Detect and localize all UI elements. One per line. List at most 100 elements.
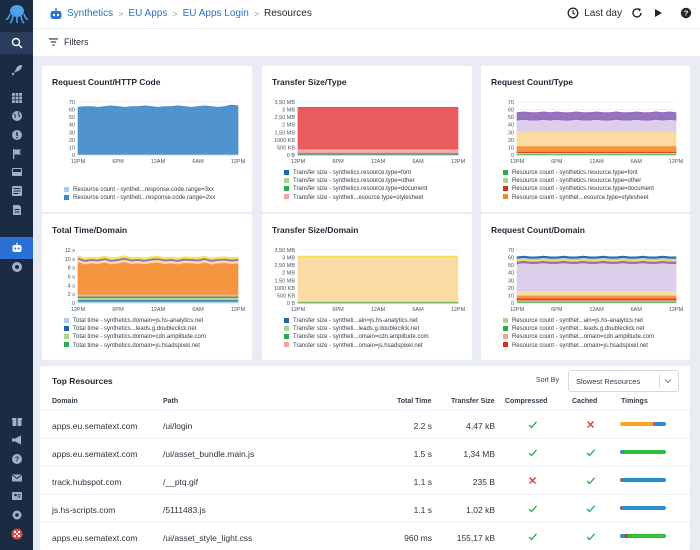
sidebar-item-messages[interactable] xyxy=(0,467,33,489)
area-series[interactable] xyxy=(516,262,677,292)
sidebar-item-team[interactable] xyxy=(0,485,33,507)
legend-item[interactable]: Resource count - synthet...omain=cdn.amp… xyxy=(503,333,654,341)
area-series[interactable] xyxy=(516,290,677,296)
legend-item[interactable]: Resource count - synthet...esource.type=… xyxy=(503,194,654,202)
column-header-transfer-size[interactable]: Transfer Size xyxy=(451,398,495,405)
timing-bar[interactable] xyxy=(620,422,666,426)
area-series[interactable] xyxy=(516,130,677,147)
timing-bar[interactable] xyxy=(620,534,666,538)
area-series[interactable] xyxy=(516,295,677,299)
legend-item[interactable]: Transfer size - synthetics.resource.type… xyxy=(284,177,427,185)
legend-item[interactable]: Transfer size - syntheti...esource.type=… xyxy=(284,194,427,202)
sidebar-item-logs[interactable] xyxy=(0,180,33,202)
cell-path[interactable]: /5111483.js xyxy=(163,505,206,515)
sidebar-item-events[interactable] xyxy=(0,143,33,165)
sidebar-item-onboarding[interactable] xyxy=(0,59,33,81)
area-series[interactable] xyxy=(297,107,459,150)
legend-item[interactable]: Resource count - syntheti...response.cod… xyxy=(64,194,215,202)
legend-item[interactable]: Resource count - synthet...omain=js.hsad… xyxy=(503,342,654,350)
help-icon[interactable]: ? xyxy=(680,7,692,19)
column-header-cached[interactable]: Cached xyxy=(572,398,598,405)
area-series[interactable] xyxy=(516,119,677,132)
cell-path[interactable]: /ui/asset_style_light.css xyxy=(163,533,253,543)
legend-item[interactable]: Resource count - synthet...response.code… xyxy=(64,186,215,194)
area-series[interactable] xyxy=(297,255,459,258)
y-tick-label: 50 xyxy=(508,263,514,269)
table-row[interactable]: apps.eu.sematext.com/ui/asset_style_ligh… xyxy=(40,522,690,550)
area-series[interactable] xyxy=(77,255,239,261)
play-icon[interactable] xyxy=(652,7,664,19)
legend-item[interactable]: Transfer size - syntheti...leads.g.doubl… xyxy=(284,325,429,333)
time-range-picker[interactable]: Last day xyxy=(584,7,622,19)
sidebar-item-inbox[interactable] xyxy=(0,161,33,183)
sidebar-item-reports[interactable] xyxy=(0,199,33,221)
sidebar-item-help[interactable]: ? xyxy=(0,448,33,470)
area-series[interactable] xyxy=(77,297,239,301)
area-series[interactable] xyxy=(516,255,677,259)
breadcrumb-eu-apps-login[interactable]: EU Apps Login xyxy=(182,8,249,19)
area-series[interactable] xyxy=(516,145,677,153)
sidebar-item-settings[interactable] xyxy=(0,504,33,526)
legend-item[interactable]: Transfer size - synthetics.resource.type… xyxy=(284,185,427,193)
legend-item[interactable]: Resource count - synthetics.resource.typ… xyxy=(503,169,654,177)
breadcrumb-synthetics[interactable]: Synthetics xyxy=(67,8,114,19)
cell-path[interactable]: /ui/login xyxy=(163,421,193,431)
legend-item[interactable]: Transfer size - syntheti...omain=js.hsad… xyxy=(284,342,429,350)
area-series[interactable] xyxy=(516,111,677,121)
legend-item[interactable]: Total time - synthetics...leads.g.double… xyxy=(64,325,206,333)
clock-icon[interactable] xyxy=(567,7,579,19)
cell-path[interactable]: /ui/asset_bundle.main.js xyxy=(163,449,255,459)
column-header-total-time[interactable]: Total Time xyxy=(397,398,432,405)
table-row[interactable]: js.hs-scripts.com/5111483.js 1.1 s 1,02 kB xyxy=(40,494,690,522)
timing-bar[interactable] xyxy=(620,506,666,510)
sematext-logo-icon[interactable] xyxy=(5,4,29,24)
column-header-domain[interactable]: Domain xyxy=(52,398,78,405)
y-tick-label: 2,50 MB xyxy=(275,263,296,269)
table-row[interactable]: apps.eu.sematext.com/ui/login 2.2 s 4,47 k… xyxy=(40,410,690,438)
sidebar-item-announcements[interactable] xyxy=(0,429,33,451)
x-tick-label: 12AM xyxy=(589,307,604,313)
legend-item[interactable]: Resource count - synthet...leads.g.doubl… xyxy=(503,325,654,333)
breadcrumb-eu-apps[interactable]: EU Apps xyxy=(128,8,168,19)
column-header-compressed[interactable]: Compressed xyxy=(505,398,548,405)
legend-item[interactable]: Resource count - synthet...ain=js.hs-ana… xyxy=(503,317,654,325)
legend-item[interactable]: Total time - synthetics.domain=js.hsadsp… xyxy=(64,342,206,350)
table-row[interactable]: apps.eu.sematext.com/ui/asset_bundle.mai… xyxy=(40,438,690,466)
sidebar-item-whats-new[interactable] xyxy=(0,410,33,432)
column-header-path[interactable]: Path xyxy=(163,398,179,405)
refresh-icon[interactable] xyxy=(631,7,643,19)
timing-bar[interactable] xyxy=(620,450,666,454)
timing-bar[interactable] xyxy=(620,478,666,482)
sidebar-item-synthetics[interactable] xyxy=(0,237,33,259)
area-series[interactable] xyxy=(77,104,239,155)
sidebar-item-experience[interactable] xyxy=(0,105,33,127)
area-series[interactable] xyxy=(297,148,459,154)
sidebar-item-alerts[interactable] xyxy=(0,124,33,146)
legend-item[interactable]: Resource count - synthetics.resource.typ… xyxy=(503,185,654,193)
sidebar-item-dashboards[interactable] xyxy=(0,87,33,109)
legend-item[interactable]: Transfer size - syntheti...ain=js.hs-ana… xyxy=(284,317,429,325)
chart-total-time-domain[interactable]: 0 2 s 4 s 6 s 8 s 10 s 12 s 12PM 6PM 12AM 6AM 12PM xyxy=(42,214,252,360)
column-header-timings[interactable]: Timings xyxy=(621,398,648,405)
area-series[interactable] xyxy=(77,261,239,295)
legend-item[interactable]: Resource count - synthetics.resource.typ… xyxy=(503,177,654,185)
sidebar-item-integrations[interactable] xyxy=(0,256,33,278)
legend-swatch xyxy=(284,194,289,200)
account-avatar[interactable] xyxy=(0,523,33,545)
legend-item[interactable]: Transfer size - syntheti...omain=cdn.amp… xyxy=(284,333,429,341)
legend-item[interactable]: Total time - synthetics.domain=cdn.ampli… xyxy=(64,333,206,341)
filters-button[interactable]: Filters xyxy=(49,37,89,47)
cell-path[interactable]: /__ptq.gif xyxy=(163,477,198,487)
sidebar-search[interactable] xyxy=(0,32,33,54)
area-series[interactable] xyxy=(297,256,459,302)
table-row[interactable]: track.hubspot.com /__ptq.gif 1.1 s 235 B xyxy=(40,466,690,494)
area-series[interactable] xyxy=(77,293,239,297)
legend-item[interactable]: Total time - synthetics.domain=js.hs-ana… xyxy=(64,317,206,325)
sort-by-select[interactable]: Slowest Resources xyxy=(568,370,679,392)
legend-item[interactable]: Transfer size - synthetics.resource.type… xyxy=(284,169,427,177)
